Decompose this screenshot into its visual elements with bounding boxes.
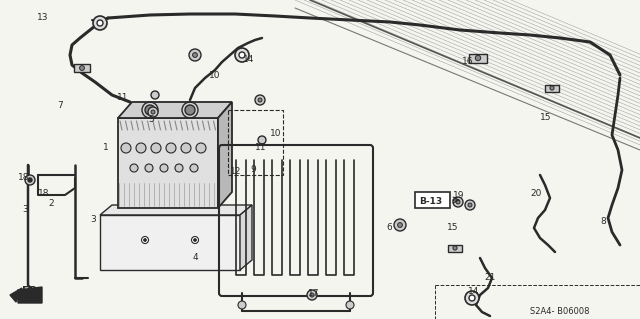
Text: 18: 18 — [18, 174, 29, 182]
Text: 15: 15 — [540, 114, 552, 122]
Circle shape — [190, 164, 198, 172]
Circle shape — [193, 239, 196, 241]
Circle shape — [196, 143, 206, 153]
Circle shape — [310, 293, 314, 297]
Circle shape — [550, 86, 554, 90]
Circle shape — [258, 136, 266, 144]
Text: 3: 3 — [22, 205, 28, 214]
Circle shape — [151, 91, 159, 99]
Bar — [74, 64, 90, 72]
Circle shape — [469, 295, 475, 301]
Text: 21: 21 — [484, 272, 495, 281]
Text: 18: 18 — [38, 189, 49, 198]
Circle shape — [189, 49, 201, 61]
Circle shape — [453, 246, 457, 250]
Circle shape — [258, 98, 262, 102]
Polygon shape — [118, 102, 232, 118]
Circle shape — [307, 290, 317, 300]
Text: 20: 20 — [530, 189, 541, 197]
Text: 10: 10 — [209, 70, 221, 79]
Bar — [469, 54, 487, 63]
Circle shape — [191, 236, 198, 243]
Text: 8: 8 — [600, 218, 605, 226]
Circle shape — [465, 200, 475, 210]
Circle shape — [145, 164, 153, 172]
Circle shape — [121, 143, 131, 153]
Circle shape — [28, 178, 32, 182]
Text: 13: 13 — [37, 12, 49, 21]
Bar — [228, 110, 283, 175]
Circle shape — [143, 239, 147, 241]
Circle shape — [97, 20, 103, 26]
Circle shape — [148, 107, 158, 117]
Polygon shape — [218, 102, 232, 208]
Circle shape — [255, 95, 265, 105]
Text: FR.: FR. — [22, 286, 42, 296]
Text: 9: 9 — [250, 166, 256, 174]
Circle shape — [93, 16, 107, 30]
Text: 14: 14 — [243, 56, 254, 64]
Text: 16: 16 — [462, 57, 474, 66]
Polygon shape — [118, 118, 218, 208]
Polygon shape — [100, 215, 240, 270]
Text: 10: 10 — [270, 129, 282, 137]
Circle shape — [346, 301, 354, 309]
Text: 17: 17 — [308, 288, 319, 298]
Circle shape — [397, 223, 403, 227]
Text: 11: 11 — [255, 144, 266, 152]
Circle shape — [25, 175, 35, 185]
Text: 3: 3 — [90, 216, 96, 225]
Polygon shape — [18, 287, 42, 303]
Circle shape — [141, 236, 148, 243]
Circle shape — [151, 110, 155, 114]
Text: 6: 6 — [386, 224, 392, 233]
Polygon shape — [240, 205, 252, 270]
Polygon shape — [10, 288, 22, 302]
Polygon shape — [100, 205, 252, 215]
Circle shape — [235, 48, 249, 62]
Circle shape — [476, 55, 481, 61]
Bar — [545, 85, 559, 92]
Circle shape — [160, 164, 168, 172]
Text: 2: 2 — [48, 198, 54, 207]
Bar — [448, 245, 462, 252]
Text: 14: 14 — [468, 286, 479, 295]
Text: 7: 7 — [57, 100, 63, 109]
Text: 15: 15 — [447, 224, 458, 233]
Circle shape — [453, 197, 463, 207]
Circle shape — [185, 105, 195, 115]
Text: 19: 19 — [453, 190, 465, 199]
Circle shape — [130, 164, 138, 172]
Text: 11: 11 — [117, 93, 129, 102]
Circle shape — [456, 200, 460, 204]
Circle shape — [394, 219, 406, 231]
Text: 1: 1 — [103, 144, 109, 152]
Circle shape — [136, 143, 146, 153]
Text: S2A4- B06008: S2A4- B06008 — [530, 308, 589, 316]
Circle shape — [239, 52, 245, 58]
Text: B-13: B-13 — [419, 197, 442, 205]
Circle shape — [465, 291, 479, 305]
Circle shape — [151, 143, 161, 153]
Circle shape — [468, 203, 472, 207]
Circle shape — [79, 66, 84, 70]
Circle shape — [193, 53, 197, 57]
Circle shape — [175, 164, 183, 172]
Circle shape — [181, 143, 191, 153]
Circle shape — [238, 301, 246, 309]
Text: 4: 4 — [193, 254, 198, 263]
Text: 12: 12 — [230, 167, 241, 176]
Text: 5: 5 — [148, 115, 154, 123]
Circle shape — [145, 105, 155, 115]
Circle shape — [166, 143, 176, 153]
Bar — [415, 192, 450, 208]
